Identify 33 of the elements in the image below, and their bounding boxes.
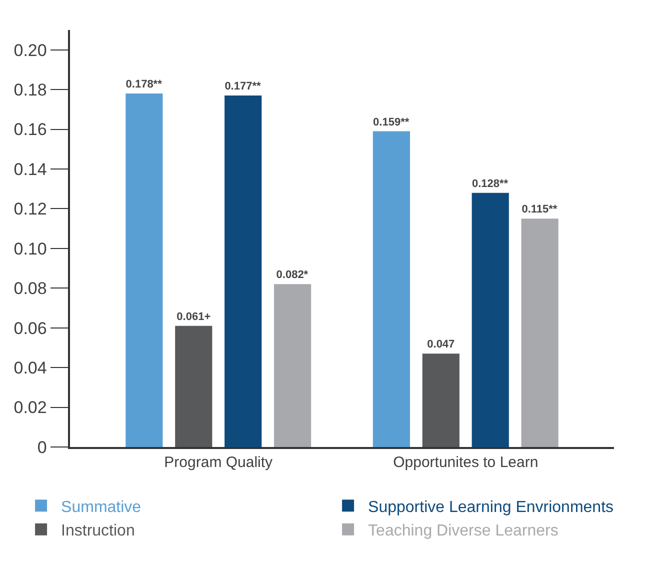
- bar: [274, 284, 312, 447]
- data-label: 0.061+: [176, 310, 211, 323]
- bar: [126, 94, 163, 447]
- bar: [224, 96, 262, 447]
- y-tick-label: 0.08: [14, 279, 47, 298]
- legend-label: Summative: [61, 498, 142, 516]
- bar: [521, 218, 558, 447]
- y-tick-label: 0.20: [14, 40, 47, 60]
- bar: [372, 131, 410, 447]
- x-tick-label: Program Quality: [164, 454, 274, 471]
- y-tick-label: 0.18: [14, 80, 47, 100]
- y-tick-label: 0.12: [14, 200, 47, 219]
- legend-label: Instruction: [61, 522, 135, 540]
- y-tick-label: 0.04: [14, 358, 47, 378]
- data-label: 0.178**: [126, 78, 163, 91]
- bar: [472, 192, 509, 447]
- data-label: 0.047: [427, 338, 455, 351]
- y-tick-label: 0.10: [14, 239, 47, 258]
- data-label: 0.159**: [373, 116, 410, 128]
- bar: [175, 326, 212, 447]
- legend-label: Teaching Diverse Learners: [368, 522, 558, 540]
- legend-label: Supportive Learning Envrionments: [368, 498, 614, 516]
- y-tick-label: 0.14: [14, 160, 47, 179]
- data-label: 0.128**: [472, 178, 509, 190]
- x-tick-label: Opportunites to Learn: [393, 454, 538, 471]
- data-label: 0.177**: [224, 80, 262, 93]
- y-tick-label: 0: [37, 438, 47, 457]
- y-tick-label: 0.02: [14, 398, 47, 418]
- y-tick-label: 0.16: [14, 120, 47, 140]
- data-label: 0.115**: [522, 204, 558, 216]
- data-label: 0.082*: [276, 269, 309, 282]
- y-tick-label: 0.06: [14, 318, 47, 338]
- bar: [422, 354, 460, 447]
